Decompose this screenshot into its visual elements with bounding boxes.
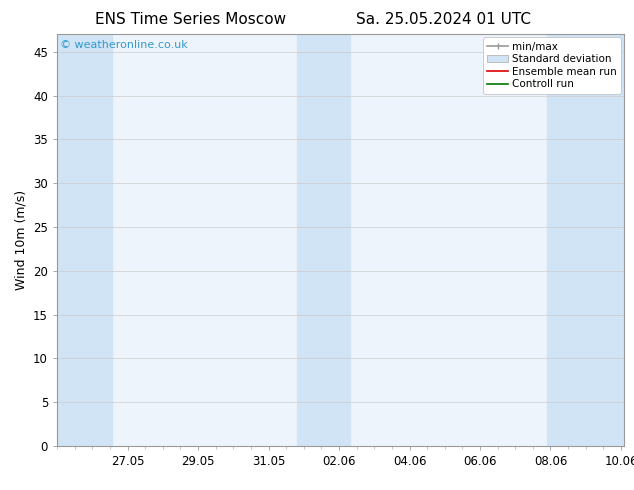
Bar (297, 34, 321, 446)
Text: Sa. 25.05.2024 01 UTC: Sa. 25.05.2024 01 UTC (356, 12, 531, 27)
Bar (57, 34, 112, 446)
Legend: min/max, Standard deviation, Ensemble mean run, Controll run: min/max, Standard deviation, Ensemble me… (483, 37, 621, 94)
Y-axis label: Wind 10m (m/s): Wind 10m (m/s) (15, 190, 28, 290)
Text: ENS Time Series Moscow: ENS Time Series Moscow (94, 12, 286, 27)
Bar (547, 34, 624, 446)
Text: © weatheronline.co.uk: © weatheronline.co.uk (60, 41, 188, 50)
Bar (321, 34, 349, 446)
